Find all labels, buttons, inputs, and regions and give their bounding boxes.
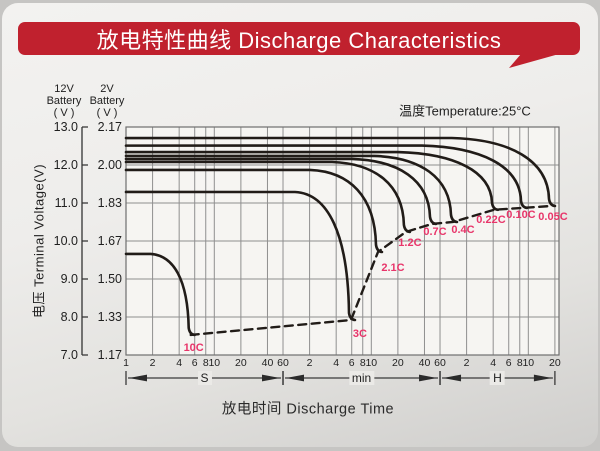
- x-tick-label: 8: [202, 357, 209, 369]
- section-banner: 放电特性曲线 Discharge Characteristics: [18, 22, 580, 55]
- x-tick-label: 4: [490, 357, 497, 369]
- x-tick-label: 20: [235, 357, 247, 369]
- y-tick-2v: 2.00: [97, 158, 122, 172]
- curve-label-0.22C: 0.22C: [476, 213, 506, 226]
- y-tick-2v: 1.50: [97, 272, 122, 286]
- temperature-label: 温度Temperature:25°C: [399, 103, 531, 119]
- y-axis-header-2v: 2V Battery ( V ): [89, 83, 125, 119]
- arrowhead-left: [129, 374, 147, 382]
- curve-0.05C: [124, 136, 557, 208]
- curve-label-10C: 10C: [183, 341, 204, 354]
- y-tick-12v: 9.0: [60, 272, 78, 286]
- curve-label-0.10C: 0.10C: [506, 208, 536, 221]
- arrowhead-right: [262, 374, 281, 382]
- curve-label-2.1C: 2.1C: [381, 262, 405, 275]
- y-tick-12v: 10.0: [53, 234, 78, 248]
- x-tick-label: 60: [277, 357, 289, 369]
- arrowhead-left: [286, 374, 305, 382]
- curve-10C: [124, 252, 196, 337]
- y-tick-12v: 12.0: [53, 158, 78, 172]
- arrowhead-left: [443, 374, 462, 382]
- x-tick-label: 10: [365, 357, 378, 369]
- y-tick-2v: 1.33: [97, 310, 122, 324]
- banner-tail: [509, 54, 559, 68]
- curve-0.22C: [124, 150, 500, 212]
- y-tick-2v: 1.67: [97, 234, 122, 248]
- segment-label-S: S: [197, 371, 212, 385]
- curve-label-0.7C: 0.7C: [423, 225, 447, 238]
- x-tick-label: 4: [176, 357, 183, 369]
- y-tick-12v: 8.0: [60, 310, 78, 324]
- plot-border: [125, 126, 560, 356]
- curve-1.2C: [124, 160, 412, 234]
- curve-0.7C: [124, 157, 438, 226]
- x-tick-label: 8: [516, 357, 523, 369]
- curve-label-1.2C: 1.2C: [398, 236, 422, 249]
- segment-label-H: H: [490, 371, 505, 385]
- curve-0.4C: [124, 154, 459, 224]
- y-tick-2v: 2.17: [97, 120, 122, 134]
- curve-2.1C: [124, 168, 384, 254]
- x-tick-label: 10: [522, 357, 535, 369]
- y-tick-2v: 1.17: [97, 348, 122, 362]
- curve-0.10C: [124, 144, 529, 210]
- x-tick-label: 8: [359, 357, 366, 369]
- segment-label-min: min: [348, 371, 375, 385]
- x-tick-label: 10: [208, 357, 221, 369]
- y-tick-12v: 13.0: [53, 120, 78, 134]
- x-tick-label: 2: [463, 357, 470, 369]
- x-tick-label: 2: [306, 357, 313, 369]
- curve-label-3C: 3C: [352, 328, 367, 341]
- y-tick-12v: 7.0: [60, 348, 78, 362]
- x-tick-label: 6: [191, 357, 198, 369]
- x-tick-label: 6: [505, 357, 512, 369]
- x-tick-label: 60: [434, 357, 446, 369]
- y-tick-12v: 11.0: [54, 196, 78, 210]
- x-tick-label: 6: [348, 357, 355, 369]
- x-tick-label: 1: [123, 357, 129, 369]
- y-axis-bracket: [81, 126, 88, 356]
- x-tick-label: 40: [261, 357, 274, 369]
- x-tick-label: 20: [549, 357, 561, 369]
- curve-label-0.4C: 0.4C: [451, 224, 475, 236]
- x-tick-label: 20: [392, 357, 404, 369]
- y-axis-header-12v: 12V Battery ( V ): [46, 83, 82, 119]
- cutoff-dashed-line: [189, 204, 553, 337]
- y-tick-2v: 1.83: [97, 196, 122, 210]
- arrowhead-right: [419, 374, 438, 382]
- x-axis-title: 放电时间 Discharge Time: [221, 401, 395, 418]
- x-tick-label: 40: [418, 357, 431, 369]
- arrowhead-right: [533, 374, 552, 382]
- curve-label-0.05C: 0.05C: [538, 211, 568, 224]
- curve-3C: [124, 190, 357, 322]
- x-tick-label: 2: [149, 357, 156, 369]
- x-tick-label: 4: [333, 357, 340, 369]
